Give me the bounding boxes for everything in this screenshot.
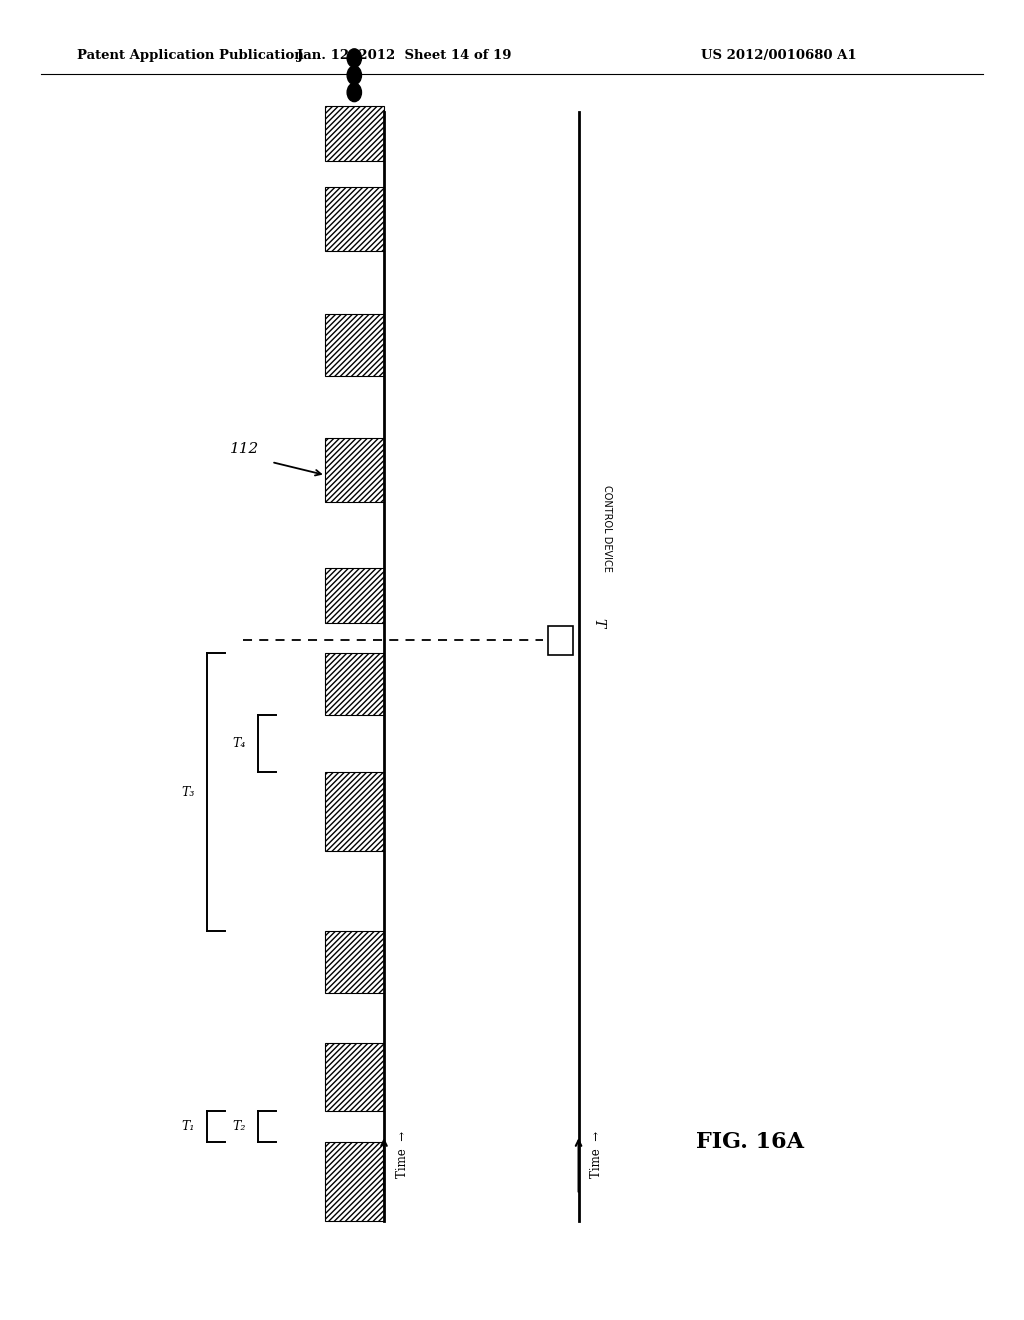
Bar: [325, 568, 384, 623]
Bar: [325, 106, 384, 161]
Bar: [325, 1142, 384, 1221]
Bar: [325, 653, 384, 715]
Bar: [548, 626, 573, 655]
Text: Time  →: Time →: [591, 1131, 603, 1177]
Text: Jan. 12, 2012  Sheet 14 of 19: Jan. 12, 2012 Sheet 14 of 19: [297, 49, 512, 62]
Text: 112: 112: [230, 442, 260, 455]
Text: FIG. 16A: FIG. 16A: [696, 1131, 804, 1152]
Text: T: T: [591, 618, 605, 627]
Text: US 2012/0010680 A1: US 2012/0010680 A1: [701, 49, 857, 62]
Bar: [325, 772, 384, 851]
Text: Time  →: Time →: [396, 1131, 409, 1177]
Circle shape: [347, 83, 361, 102]
Text: CONTROL DEVICE: CONTROL DEVICE: [602, 484, 612, 572]
Circle shape: [347, 66, 361, 84]
Bar: [325, 187, 384, 251]
Text: T₃: T₃: [181, 785, 195, 799]
Bar: [325, 438, 384, 502]
Text: Patent Application Publication: Patent Application Publication: [77, 49, 303, 62]
Bar: [325, 931, 384, 993]
Text: T₁: T₁: [181, 1121, 195, 1133]
Bar: [325, 314, 384, 376]
Text: T₂: T₂: [232, 1121, 246, 1133]
Bar: [325, 1043, 384, 1111]
Circle shape: [347, 49, 361, 67]
Text: T₄: T₄: [232, 738, 246, 750]
